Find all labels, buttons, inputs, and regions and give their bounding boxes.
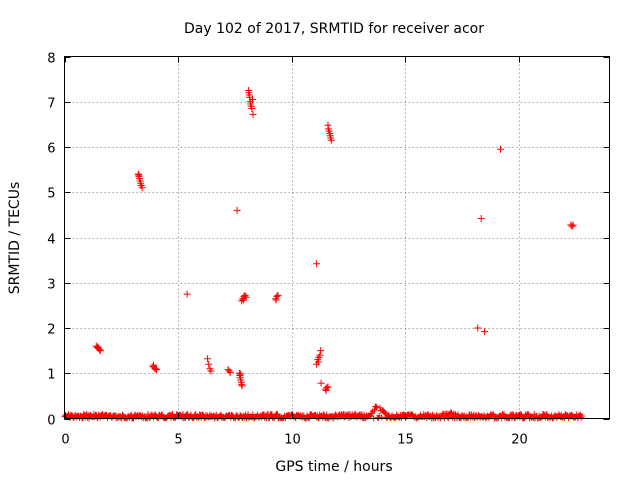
data-point — [135, 171, 143, 179]
data-point — [272, 296, 280, 304]
data-point — [327, 134, 335, 142]
data-point — [226, 368, 234, 376]
data-layer — [61, 86, 585, 422]
baseline-point — [373, 403, 380, 410]
tick-layer: 0 5 10 15 20 0 1 2 3 4 5 6 7 8 — [47, 52, 610, 448]
data-point — [274, 291, 282, 299]
data-point — [94, 343, 102, 351]
data-point — [474, 324, 482, 332]
baseline-point — [509, 411, 516, 418]
y-axis-title: SRMTID / TECUs — [7, 182, 23, 295]
data-point — [314, 358, 322, 366]
y-tick-label: 0 — [47, 414, 55, 429]
data-point — [273, 292, 281, 300]
data-point — [317, 379, 325, 387]
y-tick-label: 4 — [47, 233, 55, 248]
data-point — [239, 296, 247, 304]
data-point — [233, 206, 241, 214]
data-point — [316, 351, 324, 359]
data-point — [238, 382, 246, 390]
data-point — [249, 95, 257, 103]
y-tick-label: 2 — [47, 323, 55, 338]
data-point — [317, 347, 325, 355]
data-point — [152, 366, 160, 374]
data-point — [151, 365, 159, 373]
data-point — [322, 386, 330, 394]
data-point — [568, 222, 576, 230]
data-point — [96, 347, 104, 355]
data-point — [207, 367, 215, 375]
baseline-point — [119, 411, 126, 418]
y-tick-label: 7 — [47, 97, 55, 112]
data-point — [241, 291, 249, 299]
data-point — [497, 145, 504, 153]
data-point — [324, 383, 332, 391]
baseline-point — [381, 409, 388, 416]
data-point — [204, 355, 212, 363]
plot-frame — [64, 56, 610, 419]
y-tick-label: 3 — [47, 278, 55, 293]
data-point — [183, 290, 191, 298]
x-tick-label: 10 — [284, 433, 301, 448]
y-tick-label: 1 — [47, 368, 55, 383]
grid-layer — [64, 56, 610, 419]
chart-title: Day 102 of 2017, SRMTID for receiver aco… — [184, 21, 484, 37]
data-point — [138, 184, 146, 192]
y-tick-label: 8 — [47, 52, 55, 67]
data-point — [249, 110, 257, 118]
data-point — [225, 367, 233, 375]
data-point — [150, 361, 158, 369]
data-point — [205, 360, 213, 368]
x-tick-label: 15 — [397, 433, 414, 448]
x-tick-label: 5 — [174, 433, 182, 448]
data-point — [481, 328, 489, 336]
data-point — [245, 91, 253, 99]
x-axis-title: GPS time / hours — [275, 459, 392, 475]
y-tick-label: 6 — [47, 142, 55, 157]
data-point — [313, 260, 321, 268]
data-point — [477, 214, 485, 222]
baseline-point — [171, 414, 178, 421]
x-tick-label: 0 — [61, 433, 69, 448]
data-point — [236, 370, 244, 378]
y-tick-label: 5 — [47, 187, 55, 202]
x-tick-label: 20 — [511, 433, 528, 448]
data-point — [569, 221, 577, 229]
data-point — [248, 105, 256, 113]
